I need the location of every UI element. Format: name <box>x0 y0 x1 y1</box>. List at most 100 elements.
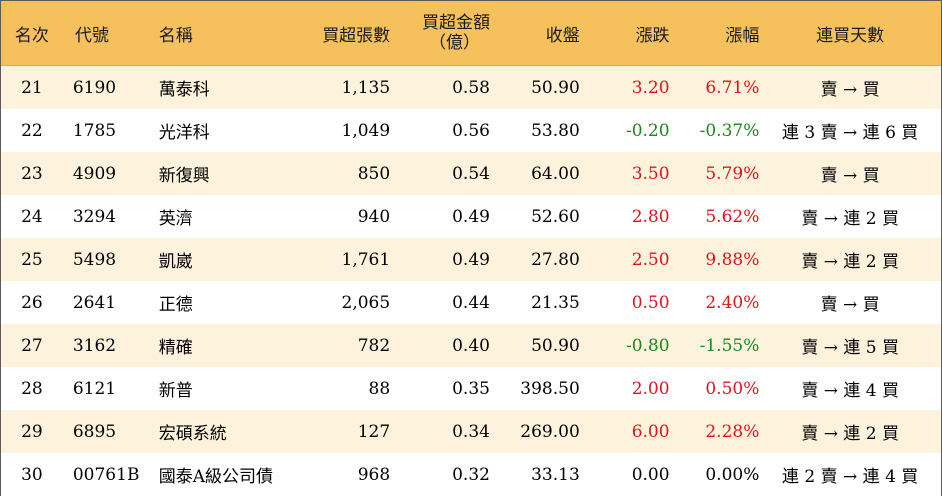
cell-name: 宏碩系統 <box>158 424 227 444</box>
cell-change: 0.00 <box>631 464 670 485</box>
cell-code: 1785 <box>72 120 117 141</box>
cell-rank: 26 <box>21 292 43 313</box>
cell-name: 新復興 <box>158 166 210 186</box>
cell-net-lots: 1,049 <box>341 120 391 141</box>
header-code: 代號 <box>74 25 109 46</box>
cell-name: 精確 <box>158 338 193 358</box>
cell-consecutive-days: 賣 → 買 <box>820 166 880 186</box>
cell-consecutive-days: 賣 → 連 2 買 <box>801 424 899 444</box>
cell-code: 5498 <box>72 249 117 270</box>
cell-change-pct: 2.40% <box>705 292 760 313</box>
cell-close: 33.13 <box>531 464 580 485</box>
cell-change: 2.00 <box>631 378 670 399</box>
header-amount-line2: （億） <box>428 33 480 53</box>
cell-amount: 0.49 <box>452 206 490 227</box>
cell-change-pct: 2.28% <box>705 421 760 442</box>
cell-rank: 23 <box>21 163 43 184</box>
cell-amount: 0.40 <box>452 335 490 356</box>
cell-change-pct: -0.37% <box>699 120 760 141</box>
cell-amount: 0.35 <box>452 378 490 399</box>
cell-code: 3162 <box>72 335 117 356</box>
cell-change: 3.50 <box>631 163 670 184</box>
cell-rank: 28 <box>21 378 43 399</box>
header-change-pct: 漲幅 <box>725 25 760 46</box>
cell-change-pct: 5.79% <box>705 163 760 184</box>
cell-change: -0.20 <box>625 120 670 141</box>
cell-net-lots: 88 <box>368 378 391 399</box>
cell-net-lots: 1,135 <box>341 77 391 98</box>
table-row: 27 3162 精確 782 0.40 50.90 -0.80 -1.55% 賣… <box>1 324 941 367</box>
cell-amount: 0.44 <box>452 292 490 313</box>
cell-name: 正德 <box>158 295 193 315</box>
cell-rank: 30 <box>21 464 43 485</box>
cell-change: 2.80 <box>631 206 670 227</box>
header-net-lots: 買超張數 <box>322 25 391 46</box>
cell-close: 50.90 <box>531 335 580 356</box>
cell-code: 6190 <box>72 77 117 98</box>
header-amount-line1: 買超金額 <box>421 13 490 33</box>
cell-code: 2641 <box>72 292 117 313</box>
cell-change-pct: -1.55% <box>699 335 760 356</box>
header-consecutive-days: 連買天數 <box>816 25 885 46</box>
cell-close: 64.00 <box>531 163 580 184</box>
cell-net-lots: 2,065 <box>341 292 391 313</box>
cell-net-lots: 782 <box>357 335 391 356</box>
cell-net-lots: 850 <box>357 163 391 184</box>
cell-name: 國泰A級公司債 <box>158 467 273 487</box>
cell-name: 萬泰科 <box>158 80 210 100</box>
cell-name: 光洋科 <box>158 123 210 143</box>
cell-change-pct: 6.71% <box>705 77 760 98</box>
cell-net-lots: 1,761 <box>341 249 391 270</box>
cell-rank: 29 <box>21 421 43 442</box>
cell-code: 6121 <box>72 378 117 399</box>
cell-close: 27.80 <box>531 249 580 270</box>
table-row: 25 5498 凱崴 1,761 0.49 27.80 2.50 9.88% 賣… <box>1 238 941 281</box>
cell-amount: 0.54 <box>452 163 490 184</box>
cell-close: 398.50 <box>520 378 580 399</box>
cell-code: 4909 <box>72 163 117 184</box>
header-change: 漲跌 <box>635 25 670 46</box>
cell-net-lots: 968 <box>357 464 391 485</box>
cell-consecutive-days: 賣 → 連 5 買 <box>801 338 899 358</box>
cell-amount: 0.58 <box>452 77 490 98</box>
cell-consecutive-days: 賣 → 連 4 買 <box>801 381 899 401</box>
cell-change-pct: 9.88% <box>705 249 760 270</box>
header-rank: 名次 <box>14 25 49 46</box>
cell-close: 53.80 <box>531 120 580 141</box>
cell-close: 21.35 <box>531 292 580 313</box>
cell-close: 50.90 <box>531 77 580 98</box>
cell-rank: 22 <box>21 120 43 141</box>
header-name: 名稱 <box>158 25 193 46</box>
cell-rank: 21 <box>21 77 43 98</box>
cell-close: 52.60 <box>531 206 580 227</box>
table-row: 23 4909 新復興 850 0.54 64.00 3.50 5.79% 賣 … <box>1 152 941 195</box>
cell-amount: 0.49 <box>452 249 490 270</box>
cell-close: 269.00 <box>520 421 580 442</box>
cell-change-pct: 0.50% <box>705 378 760 399</box>
cell-change: 6.00 <box>631 421 670 442</box>
cell-consecutive-days: 賣 → 連 2 買 <box>801 209 899 229</box>
cell-rank: 24 <box>21 206 43 227</box>
cell-net-lots: 940 <box>357 206 391 227</box>
table-row: 30 00761B 國泰A級公司債 968 0.32 33.13 0.00 0.… <box>1 453 941 496</box>
cell-amount: 0.34 <box>452 421 490 442</box>
cell-rank: 27 <box>21 335 43 356</box>
cell-change-pct: 0.00% <box>705 464 760 485</box>
table-row: 29 6895 宏碩系統 127 0.34 269.00 6.00 2.28% … <box>1 410 941 453</box>
cell-name: 凱崴 <box>158 252 193 272</box>
cell-change: 0.50 <box>631 292 670 313</box>
table-row: 22 1785 光洋科 1,049 0.56 53.80 -0.20 -0.37… <box>1 109 941 152</box>
table-header: 名次 代號 名稱 買超張數 買超金額 （億） 收盤 漲跌 漲幅 連買天數 <box>1 1 941 66</box>
header-amount: 買超金額 （億） <box>390 13 490 53</box>
cell-code: 00761B <box>72 464 140 485</box>
cell-net-lots: 127 <box>357 421 391 442</box>
cell-change: 3.20 <box>631 77 670 98</box>
cell-code: 3294 <box>72 206 117 227</box>
table-row: 26 2641 正德 2,065 0.44 21.35 0.50 2.40% 賣… <box>1 281 941 324</box>
cell-consecutive-days: 賣 → 連 2 買 <box>801 252 899 272</box>
cell-name: 新普 <box>158 381 193 401</box>
table-body: 21 6190 萬泰科 1,135 0.58 50.90 3.20 6.71% … <box>1 66 941 496</box>
cell-consecutive-days: 賣 → 買 <box>820 295 880 315</box>
cell-consecutive-days: 賣 → 買 <box>820 80 880 100</box>
